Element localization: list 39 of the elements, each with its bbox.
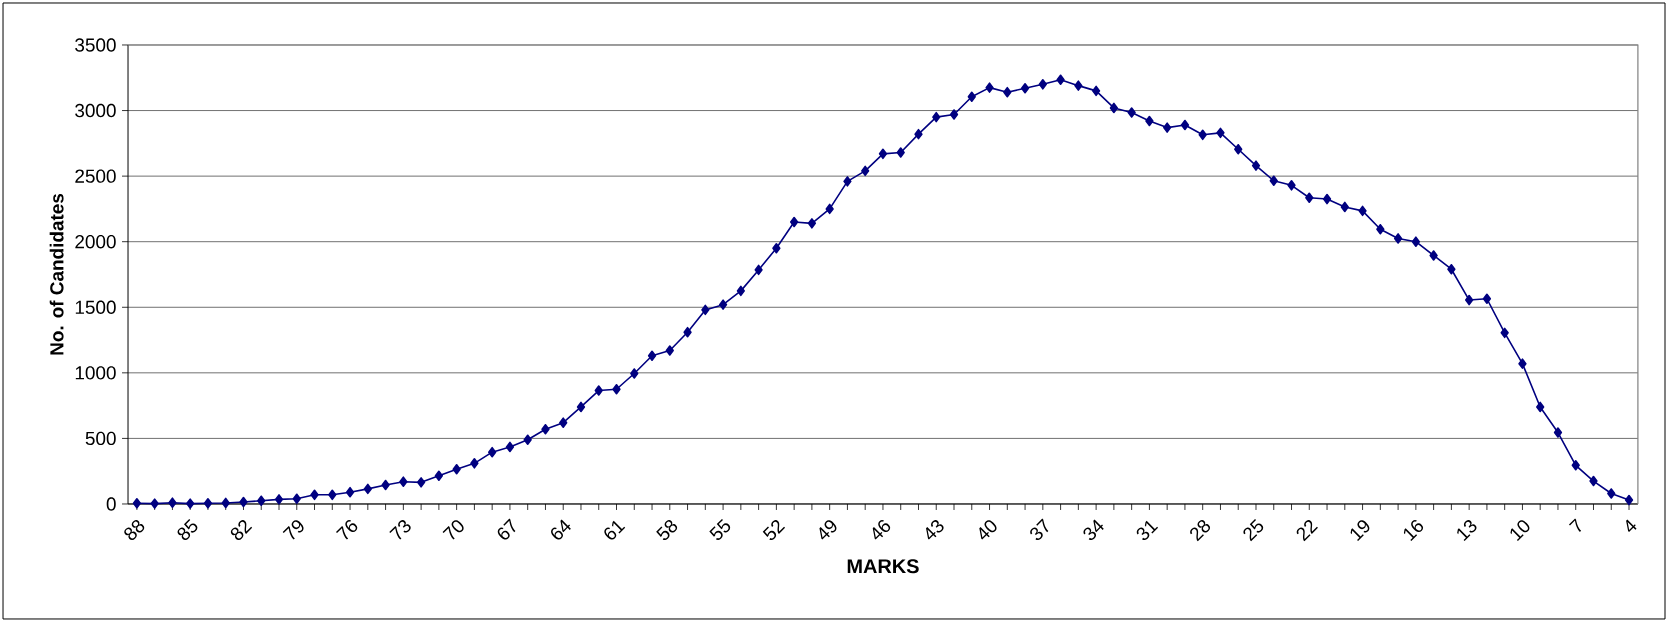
y-tick-label: 1000 xyxy=(75,366,116,380)
x-tick-label: 64 xyxy=(551,519,571,540)
x-axis-title: MARKS xyxy=(847,559,919,574)
x-tick-label: 85 xyxy=(177,519,198,541)
x-tick-label: 88 xyxy=(124,520,145,541)
y-tick-label: 2000 xyxy=(75,235,116,249)
x-tick-label: 22 xyxy=(1296,520,1318,542)
x-tick-label: 31 xyxy=(1136,520,1159,541)
x-tick-label: 49 xyxy=(819,520,837,540)
x-tick-label: 37 xyxy=(1030,518,1049,541)
x-tick-label: 79 xyxy=(282,520,304,540)
y-tick-label: 3000 xyxy=(75,103,116,118)
x-tick-label: 16 xyxy=(1403,519,1424,541)
x-tick-label: 82 xyxy=(230,520,253,541)
x-tick-label: 19 xyxy=(1350,520,1370,541)
x-tick-label: 67 xyxy=(497,518,516,540)
x-tick-label: 13 xyxy=(1457,520,1477,541)
x-tick-label: 43 xyxy=(926,520,944,540)
x-tick-label: 34 xyxy=(1083,519,1104,541)
x-tick-label: 46 xyxy=(872,519,891,540)
x-tick-label: 61 xyxy=(604,520,626,540)
x-tick-label: 28 xyxy=(1190,520,1211,542)
x-tick-label: 70 xyxy=(442,520,464,540)
x-tick-label: 7 xyxy=(1568,518,1582,533)
x-tick-label: 73 xyxy=(389,520,411,540)
x-tick-label: 4 xyxy=(1626,519,1637,533)
x-tick-label: 52 xyxy=(762,520,786,541)
x-tick-label: 55 xyxy=(709,518,731,540)
x-tick-label: 58 xyxy=(656,520,678,541)
y-tick-label: 0 xyxy=(106,497,116,511)
x-tick-label: 76 xyxy=(336,519,358,540)
y-tick-label: 500 xyxy=(85,431,116,446)
y-axis-title: No. of Candidates xyxy=(49,193,64,355)
y-tick-label: 2500 xyxy=(75,169,116,183)
y-tick-label: 3500 xyxy=(75,38,116,52)
x-tick-label: 10 xyxy=(1510,520,1530,541)
x-tick-label: 25 xyxy=(1243,519,1264,542)
x-tick-label: 40 xyxy=(979,520,997,540)
y-tick-label: 1500 xyxy=(75,300,116,314)
